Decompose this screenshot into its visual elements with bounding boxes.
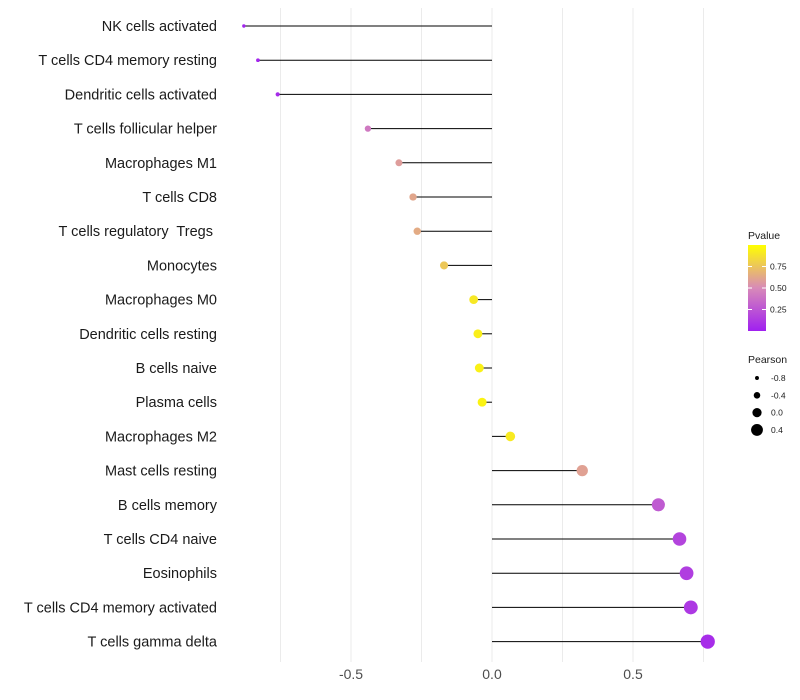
legend: Pvalue Pearson 0.25 0.50 0.75 -0.8 -0.4 0.0 0.… [748, 230, 787, 436]
lollipop-point [275, 92, 280, 97]
lollipop-points [242, 24, 715, 649]
x-axis-ticks: -0.5 0.0 0.5 [339, 666, 643, 682]
category-label: Mast cells resting [105, 464, 217, 480]
lollipop-point [473, 329, 483, 339]
category-label: T cells CD4 memory activated [24, 600, 217, 616]
size-legend-key [751, 423, 763, 436]
lollipop-point [576, 464, 588, 477]
size-legend-label: -0.8 [771, 373, 786, 383]
category-label: T cells regulatory Tregs [59, 224, 218, 240]
category-label: Eosinophils [143, 566, 217, 582]
lollipop-point [683, 600, 698, 615]
category-label: Macrophages M0 [105, 293, 217, 309]
lollipop-point [477, 397, 487, 407]
category-label: Macrophages M2 [105, 429, 217, 445]
category-label: B cells memory [118, 498, 218, 514]
lollipop-point [256, 58, 260, 63]
lollipop-point [651, 498, 665, 512]
category-label: B cells naive [136, 361, 217, 377]
category-label: T cells CD4 memory resting [38, 53, 217, 69]
size-legend-key [755, 376, 759, 380]
color-legend-title: Pvalue [748, 230, 780, 242]
x-tick-label: -0.5 [339, 666, 363, 682]
lollipop-point [700, 634, 715, 649]
lollipop-point [440, 261, 449, 270]
colorbar-tick-label: 0.50 [770, 283, 787, 293]
lollipop-point [474, 363, 484, 373]
lollipop-stems [243, 25, 708, 643]
x-tick-label: 0.5 [623, 666, 643, 682]
lollipop-point [364, 125, 372, 132]
lollipop-point [242, 24, 246, 28]
category-label: Plasma cells [136, 395, 217, 411]
x-tick-label: 0.0 [482, 666, 502, 682]
lollipop-point [505, 431, 516, 442]
category-label: T cells follicular helper [74, 122, 217, 138]
lollipop-point [409, 193, 417, 201]
lollipop-point [672, 532, 687, 546]
size-legend-key [752, 408, 762, 418]
size-legend-title: Pearson [748, 354, 787, 366]
size-legend-label: 0.4 [771, 425, 783, 435]
size-legend-label: -0.4 [771, 390, 786, 400]
lollipop-point [679, 566, 694, 581]
category-label: T cells CD4 naive [104, 532, 217, 548]
category-label: T cells CD8 [142, 190, 217, 206]
category-label: NK cells activated [102, 19, 217, 35]
colorbar-tick-label: 0.75 [770, 262, 787, 272]
colorbar-tick-label: 0.25 [770, 305, 787, 315]
category-labels: NK cells activated T cells CD4 memory res… [24, 19, 218, 651]
pvalue-colorbar [748, 245, 766, 331]
category-label: Macrophages M1 [105, 156, 217, 172]
grid [280, 8, 704, 662]
lollipop-point [413, 227, 421, 235]
lollipop-point [395, 159, 403, 167]
category-label: Monocytes [147, 258, 217, 274]
lollipop-point [469, 295, 479, 304]
category-label: Dendritic cells resting [79, 327, 217, 343]
category-label: T cells gamma delta [88, 635, 218, 651]
size-legend-key [753, 392, 761, 399]
size-legend-label: 0.0 [771, 408, 783, 418]
category-label: Dendritic cells activated [65, 87, 217, 103]
